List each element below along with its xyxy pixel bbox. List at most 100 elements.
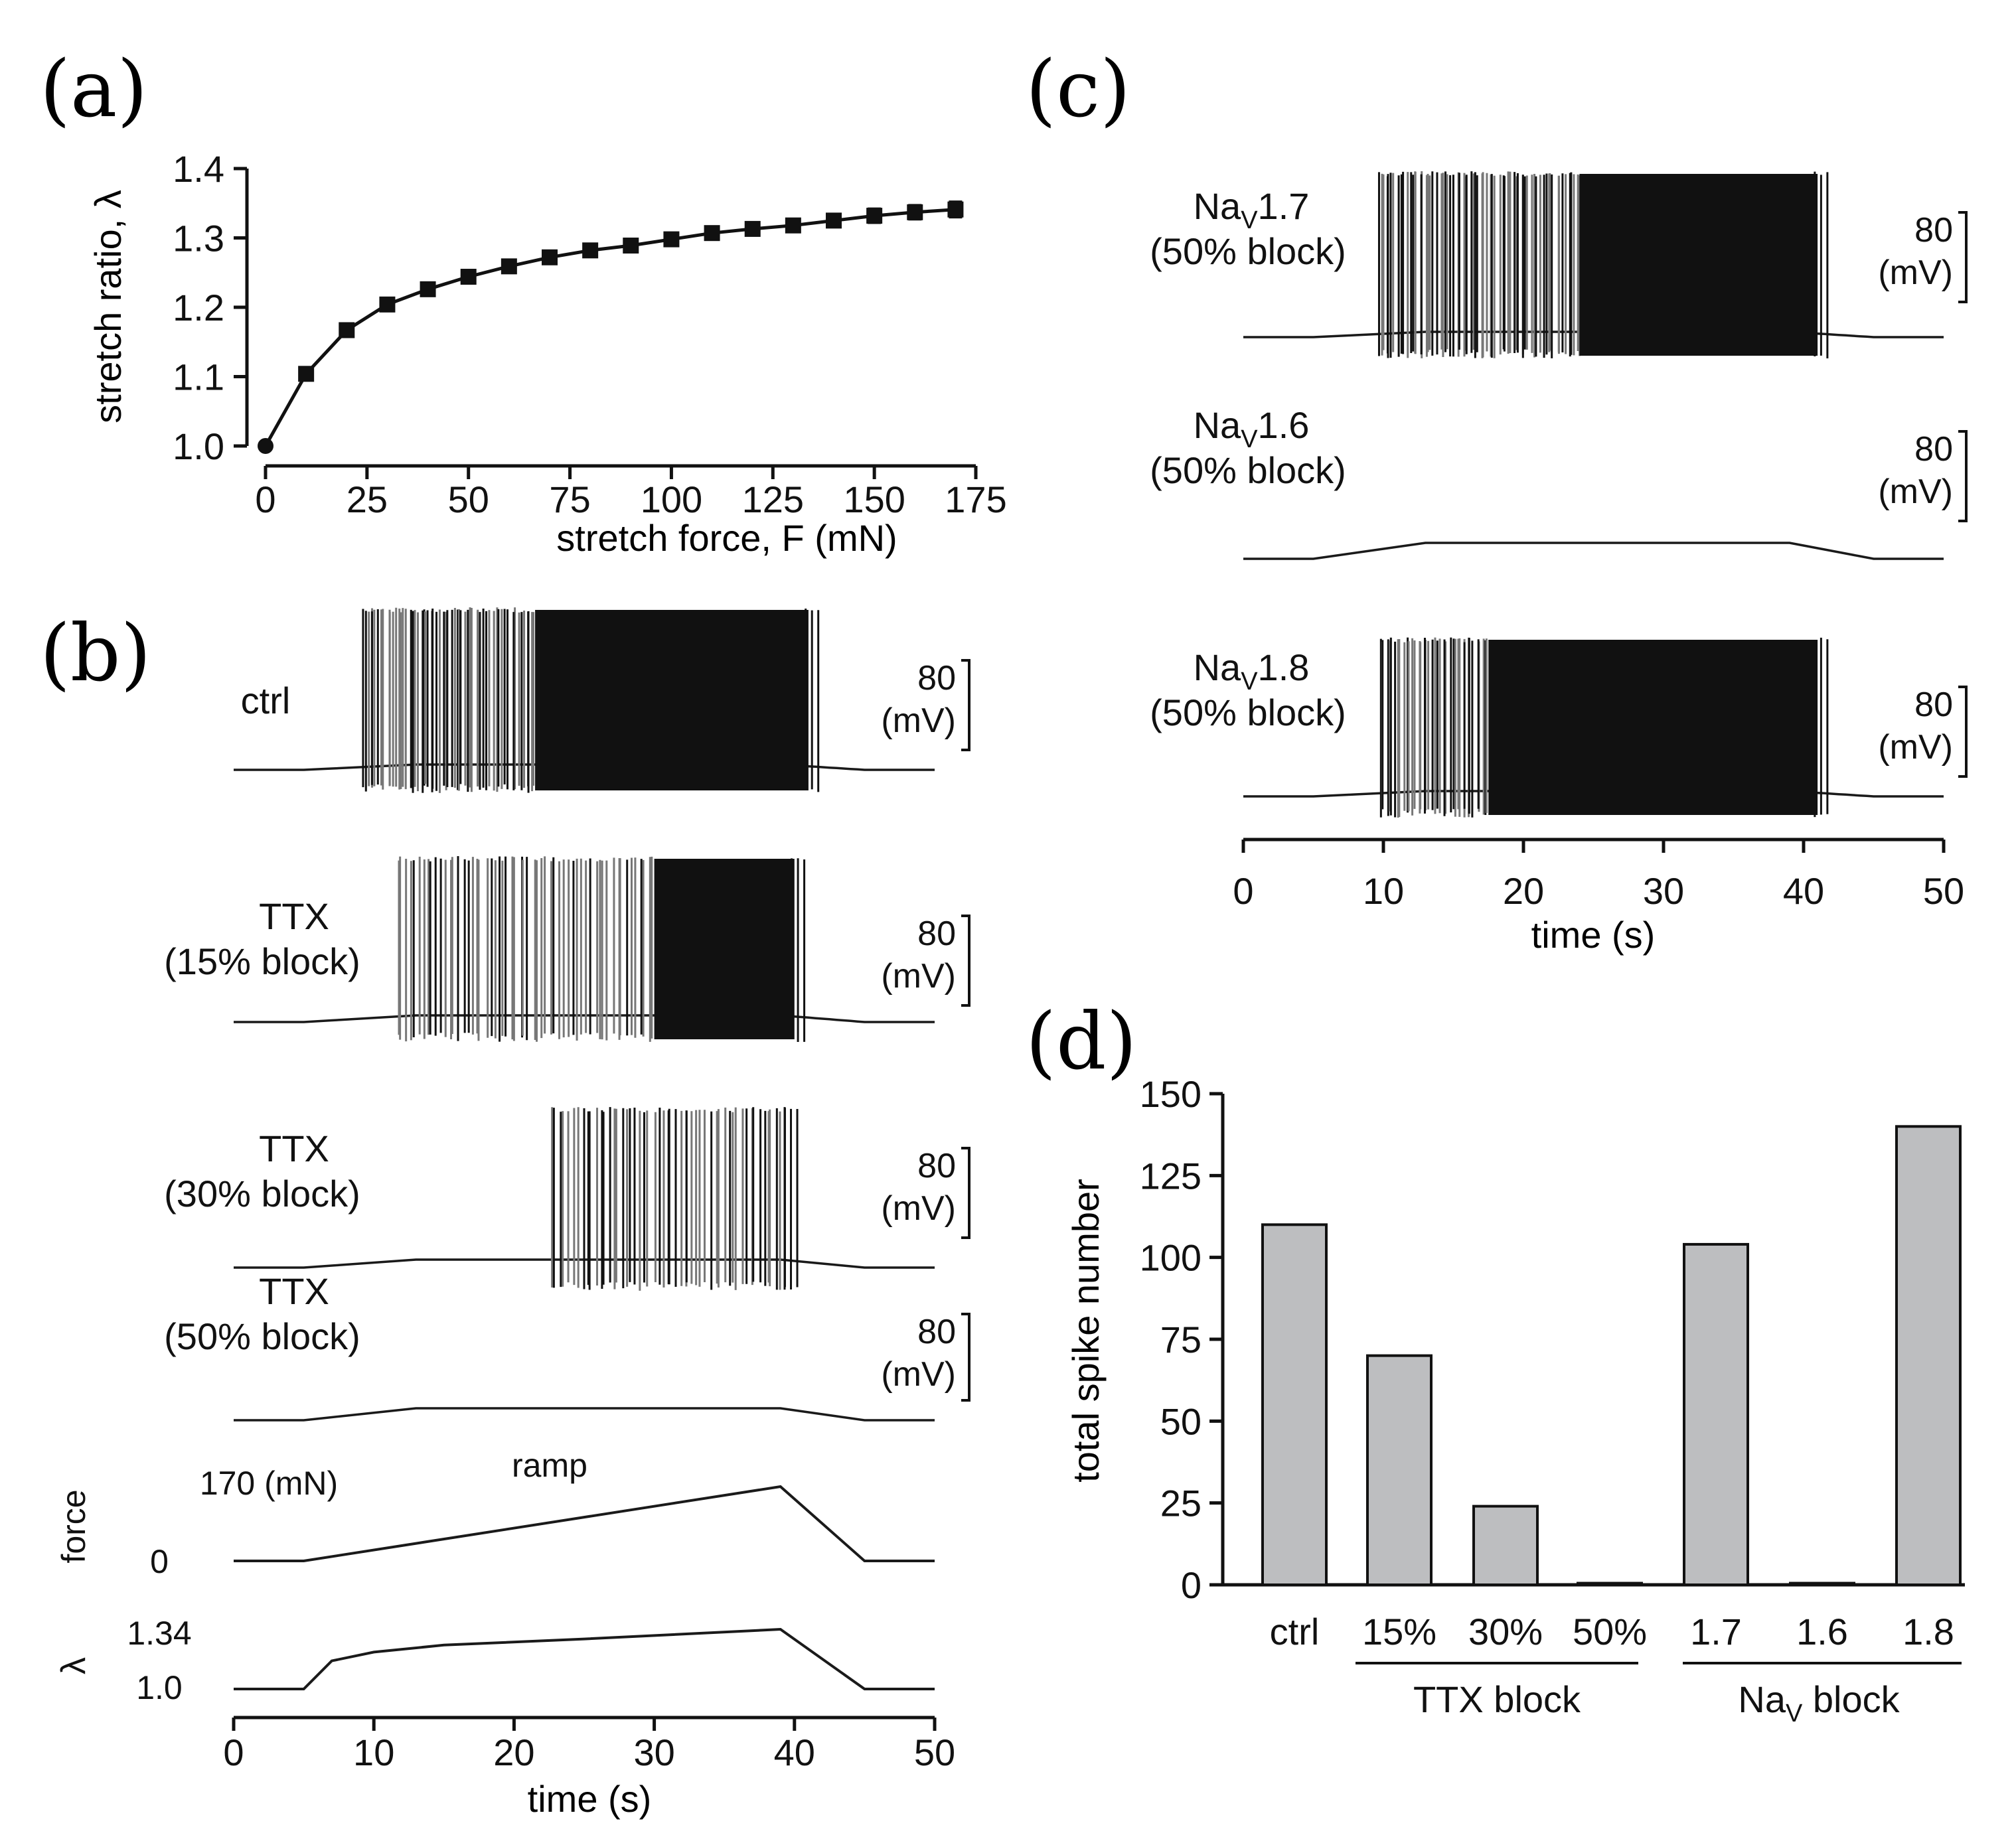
data-point — [258, 438, 273, 454]
scale-bar-value: 80 — [1914, 430, 1953, 469]
label-number: 1.6 — [1258, 404, 1310, 446]
bar — [1683, 1242, 1749, 1586]
x-tick-label: 0 — [1233, 870, 1253, 912]
y-tick-label: 25 — [1160, 1483, 1202, 1524]
x-tick-label: 10 — [1363, 870, 1404, 912]
scale-bar — [961, 1147, 970, 1239]
data-point — [542, 249, 558, 265]
trace-label-detail: (30% block) — [164, 1173, 360, 1214]
panel-c-x-axis-label: time (s) — [1531, 914, 1656, 956]
data-point — [866, 208, 883, 224]
x-tick-label: 30 — [633, 1731, 674, 1773]
data-point — [947, 201, 964, 218]
lambda-max-label: 1.34 — [127, 1615, 191, 1652]
x-tick-label: 125 — [742, 478, 804, 520]
panel-a-x-axis-label: stretch force, F (mN) — [556, 517, 897, 559]
x-tick-label: 40 — [774, 1731, 815, 1773]
panel-a-axes: 1.0 1.1 1.2 1.3 1.4 0 25 50 75 100 125 150 175 — [173, 148, 1007, 520]
data-point — [785, 217, 801, 234]
scale-bar-unit: (mV) — [881, 957, 956, 995]
panel-b-time-axis: 0 10 20 30 40 50 — [223, 1716, 955, 1773]
dense-spike-burst — [535, 610, 809, 790]
group-label-ttx: TTX block — [1413, 1678, 1581, 1720]
panel-c-letter: (c) — [1026, 43, 1130, 135]
label-main: Na — [1194, 185, 1241, 227]
bar — [1472, 1505, 1539, 1587]
scale-bar — [1958, 430, 1968, 522]
data-point — [582, 242, 599, 259]
trace-label-detail: (15% block) — [164, 940, 360, 982]
x-tick-label: 150 — [843, 478, 905, 520]
category-label: 1.6 — [1796, 1611, 1848, 1653]
group-label-main: Na — [1738, 1678, 1786, 1720]
y-tick-label: 50 — [1160, 1400, 1202, 1442]
scale-bar-unit: (mV) — [1878, 473, 1953, 511]
label-main: Na — [1194, 404, 1241, 446]
membrane-baseline — [1243, 542, 1944, 560]
scale-bar-value: 80 — [917, 1147, 956, 1185]
category-label: 1.8 — [1902, 1611, 1954, 1653]
panel-c: (c) NaV1.7(50% block)NaV1.6(50% block)Na… — [1026, 43, 1968, 956]
bar — [1789, 1581, 1855, 1587]
panel-d-letter: (d) — [1026, 995, 1137, 1087]
panel-d-bars: ctrl 15% 30% 50% 1.7 1.6 1.8 — [1261, 1125, 1962, 1653]
category-label: 50% — [1573, 1611, 1647, 1653]
lambda-min-label: 1.0 — [136, 1669, 183, 1706]
y-tick-label: 100 — [1140, 1237, 1202, 1279]
y-tick-label: 1.0 — [173, 425, 224, 467]
scale-bar — [961, 915, 970, 1007]
x-tick-label: 0 — [255, 478, 275, 520]
group-label-rest: block — [1802, 1678, 1900, 1720]
label-subscript: V — [1241, 206, 1258, 234]
panel-c-trace-labels: NaV1.7(50% block)NaV1.6(50% block)NaV1.8… — [1150, 185, 1346, 733]
data-point — [704, 225, 720, 242]
trace-label-detail: (50% block) — [1150, 230, 1346, 272]
dense-spike-burst — [1579, 174, 1818, 356]
label-subscript: V — [1241, 425, 1258, 453]
scale-bar-value: 80 — [1914, 686, 1953, 724]
bar — [1366, 1354, 1433, 1586]
panel-b-traces — [234, 607, 935, 1422]
scale-bar-value: 80 — [917, 659, 956, 698]
scale-bar-unit: (mV) — [881, 701, 956, 740]
x-tick-label: 40 — [1783, 870, 1824, 912]
data-point — [623, 237, 639, 254]
label-number: 1.7 — [1258, 185, 1310, 227]
data-point — [460, 269, 477, 285]
trace-label: NaV1.8 — [1194, 646, 1310, 696]
x-tick-label: 50 — [914, 1731, 955, 1773]
scale-bar-value: 80 — [917, 915, 956, 953]
force-zero-label: 0 — [150, 1543, 169, 1580]
trace-label: ctrl — [241, 680, 291, 721]
trace-label-detail: (50% block) — [1150, 692, 1346, 733]
data-point — [907, 204, 923, 220]
x-tick-label: 50 — [1923, 870, 1964, 912]
panel-a-y-axis-label: stretch ratio, λ — [87, 190, 129, 423]
scale-bar — [961, 659, 970, 751]
panel-c-time-axis: 0 10 20 30 40 50 — [1233, 838, 1964, 912]
data-point — [744, 220, 761, 237]
scale-bar-unit: (mV) — [881, 1189, 956, 1228]
series-line — [264, 208, 956, 447]
ramp-annotation: ramp — [512, 1447, 587, 1484]
y-tick-label: 0 — [1181, 1564, 1202, 1606]
x-tick-label: 25 — [347, 478, 388, 520]
data-point — [501, 258, 517, 275]
trace-label: NaV1.7 — [1194, 185, 1310, 234]
bar — [1577, 1581, 1643, 1587]
scale-bar-unit: (mV) — [1878, 254, 1953, 292]
data-point — [339, 322, 355, 338]
scale-bar — [1958, 211, 1968, 303]
trace-label: TTX — [259, 1270, 329, 1312]
scale-bar-value: 80 — [917, 1313, 956, 1351]
y-tick-label: 1.4 — [173, 148, 224, 190]
membrane-baseline — [234, 1014, 935, 1023]
x-tick-label: 50 — [448, 478, 489, 520]
panel-d: (d) 0 25 50 75 100 125 150 ctrl 15% 30% 50% 1.7 1.6… — [1026, 995, 1965, 1727]
data-point — [379, 296, 396, 313]
panel-c-traces — [1243, 171, 1944, 818]
x-tick-label: 30 — [1643, 870, 1684, 912]
bar — [1895, 1125, 1962, 1587]
panel-b-force-trace: 170 (mN) 0 ramp force — [55, 1447, 935, 1580]
